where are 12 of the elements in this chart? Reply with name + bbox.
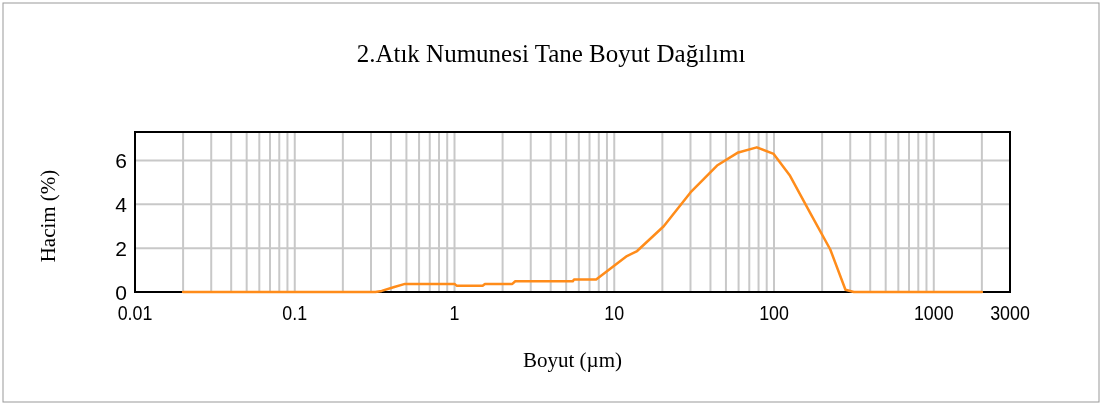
y-axis-title: Hacim (%) xyxy=(36,169,60,263)
y-tick-label: 6 xyxy=(115,149,127,173)
x-tick-label: 10 xyxy=(604,300,625,325)
x-tick-label: 100 xyxy=(759,300,790,325)
x-axis-title: Boyut (µm) xyxy=(522,348,623,372)
y-tick-label: 2 xyxy=(115,237,127,261)
x-tick-label: 1000 xyxy=(913,300,954,325)
chart-title: 2.Atık Numunesi Tane Boyut Dağılımı xyxy=(356,40,746,67)
x-tick-label: 3000 xyxy=(990,300,1030,325)
y-tick-label: 4 xyxy=(115,193,128,217)
x-tick-label: 1 xyxy=(449,300,460,325)
x-tick-label: 0.1 xyxy=(282,300,308,325)
